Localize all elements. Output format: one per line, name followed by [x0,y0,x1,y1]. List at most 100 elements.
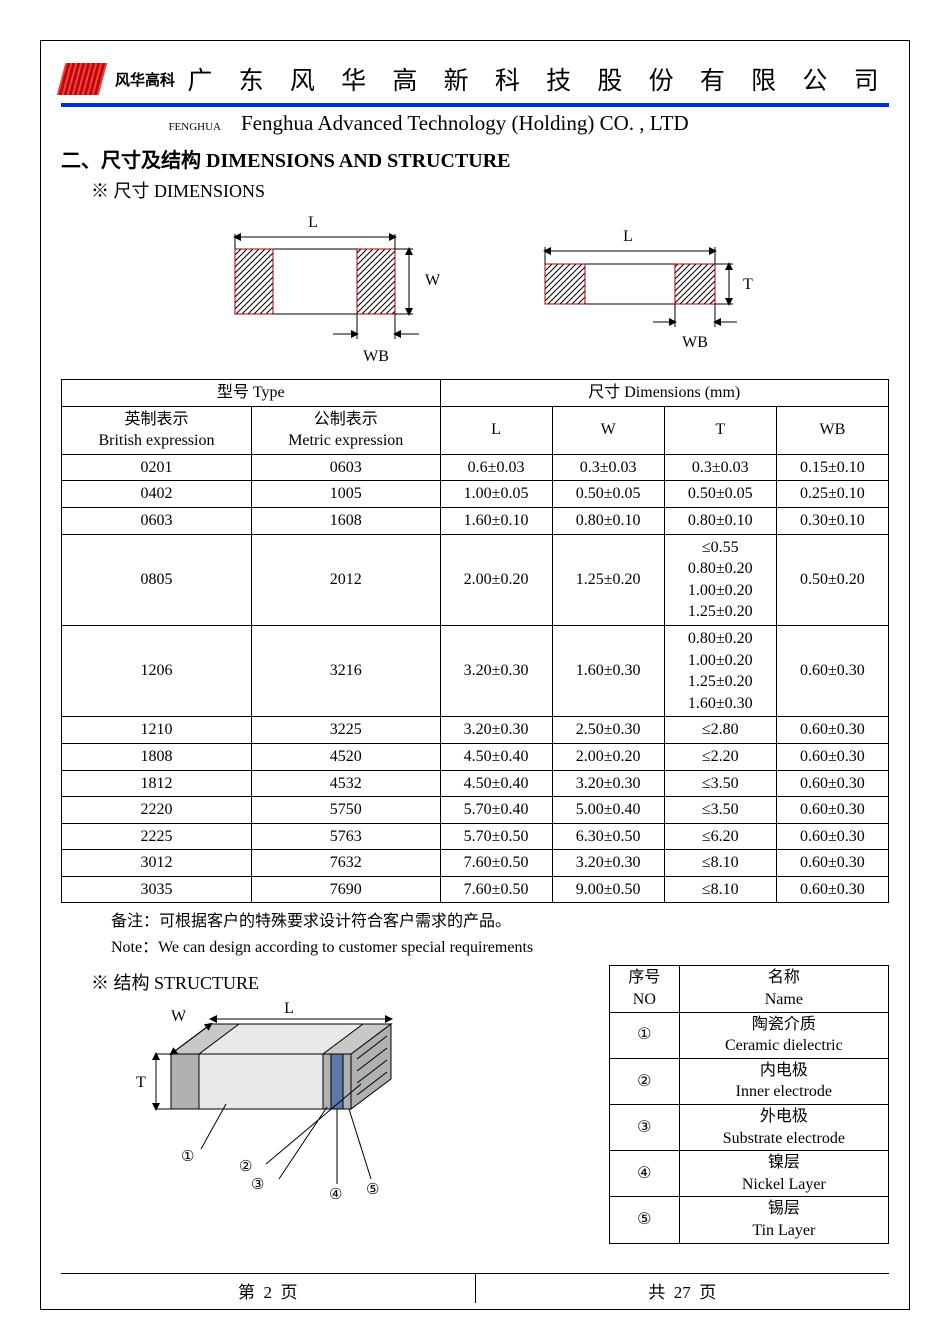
struct-no: ① [610,1012,680,1058]
struct-name: 镍层Nickel Layer [679,1151,888,1197]
dimensions-table: 型号 Type 尺寸 Dimensions (mm) 英制表示British e… [61,379,889,903]
table-cell: 0.6±0.03 [440,454,552,481]
dim-WB-2: WB [682,334,708,351]
table-cell: 4520 [251,743,440,770]
struct-row: ①陶瓷介质Ceramic dielectric [610,1012,889,1058]
table-cell: 0.60±0.30 [776,850,888,877]
table-cell: 0201 [62,454,252,481]
table-cell: 3216 [251,625,440,716]
page: 风华高科 广 东 风 华 高 新 科 技 股 份 有 限 公 司 FENGHUA… [0,0,950,1344]
callout-4: ④ [329,1187,342,1203]
table-cell: 1005 [251,481,440,508]
footer-right: 共 27 页 [476,1274,890,1303]
table-row: 222557635.70±0.506.30±0.50≤6.200.60±0.30 [62,823,889,850]
th-W: W [552,406,664,454]
table-cell: 0.60±0.30 [776,770,888,797]
struct-no: ⑤ [610,1197,680,1243]
table-cell: 0.15±0.10 [776,454,888,481]
table-cell: 0603 [251,454,440,481]
callout-5: ⑤ [366,1182,379,1198]
struct-no: ② [610,1058,680,1104]
dim-W: W [425,272,441,289]
company-title-cn: 广 东 风 华 高 新 科 技 股 份 有 限 公 司 [187,61,889,97]
section-title: 二、尺寸及结构 DIMENSIONS AND STRUCTURE [61,144,889,173]
table-cell: 6.30±0.50 [552,823,664,850]
st-head-name: 名称Name [679,966,888,1012]
table-cell: 0.60±0.30 [776,823,888,850]
table-cell: 3.20±0.30 [440,717,552,744]
th-british: 英制表示British expression [62,406,252,454]
table-cell: 2220 [62,797,252,824]
header: 风华高科 广 东 风 华 高 新 科 技 股 份 有 限 公 司 [61,61,889,107]
table-cell: 3.20±0.30 [552,850,664,877]
table-cell: 2.00±0.20 [440,534,552,625]
table-cell: 0402 [62,481,252,508]
table-cell: 3225 [251,717,440,744]
dimensions-label: ※ 尺寸 DIMENSIONS [91,177,889,203]
table-cell: 7632 [251,850,440,877]
callout-3: ③ [251,1177,264,1193]
table-cell: 3.20±0.30 [552,770,664,797]
table-cell: 0.60±0.30 [776,876,888,903]
table-cell: ≤0.550.80±0.201.00±0.201.25±0.20 [664,534,776,625]
th-WB: WB [776,406,888,454]
table-cell: ≤2.80 [664,717,776,744]
struct-row: ④镍层Nickel Layer [610,1151,889,1197]
table-row: 020106030.6±0.030.3±0.030.3±0.030.15±0.1… [62,454,889,481]
table-cell: 0.3±0.03 [552,454,664,481]
table-cell: ≤3.50 [664,797,776,824]
content-frame: 风华高科 广 东 风 华 高 新 科 技 股 份 有 限 公 司 FENGHUA… [40,40,910,1310]
th-dim: 尺寸 Dimensions (mm) [440,380,889,407]
struct-name: 锡层Tin Layer [679,1197,888,1243]
table-cell: 5.70±0.40 [440,797,552,824]
table-cell: 1.25±0.20 [552,534,664,625]
table-cell: 1.60±0.10 [440,507,552,534]
table-cell: 3.20±0.30 [440,625,552,716]
table-cell: 1206 [62,625,252,716]
table-cell: 3012 [62,850,252,877]
footer-left: 第 2 页 [61,1274,476,1303]
dimension-diagrams: L W WB L [61,209,889,369]
table-cell: 5.00±0.40 [552,797,664,824]
structure-section: ※ 结构 STRUCTURE [61,965,889,1243]
struct-name: 内电极Inner electrode [679,1058,888,1104]
dim-L-2: L [623,228,633,245]
table-cell: 1808 [62,743,252,770]
table-cell: ≤8.10 [664,876,776,903]
table-row: 040210051.00±0.050.50±0.050.50±0.050.25±… [62,481,889,508]
note-en: Note：We can design according to customer… [111,933,889,957]
table-row: 180845204.50±0.402.00±0.20≤2.200.60±0.30 [62,743,889,770]
table-cell: 1608 [251,507,440,534]
table-cell: 5763 [251,823,440,850]
table-row: 222057505.70±0.405.00±0.40≤3.500.60±0.30 [62,797,889,824]
table-cell: 0.80±0.201.00±0.201.25±0.201.60±0.30 [664,625,776,716]
struct-row: ③外电极Substrate electrode [610,1105,889,1151]
struct-no: ③ [610,1105,680,1151]
table-row: 120632163.20±0.301.60±0.300.80±0.201.00±… [62,625,889,716]
table-cell: ≤2.20 [664,743,776,770]
table-cell: 7.60±0.50 [440,876,552,903]
table-cell: 2012 [251,534,440,625]
table-cell: 0.50±0.20 [776,534,888,625]
table-cell: 4.50±0.40 [440,770,552,797]
diagram-side-view: L T WB [505,209,765,369]
table-cell: 1.60±0.30 [552,625,664,716]
table-cell: 0.50±0.05 [552,481,664,508]
table-cell: 1210 [62,717,252,744]
table-cell: 7.60±0.50 [440,850,552,877]
structure-diagram: W L T ① ② ③ ④ [61,999,441,1209]
table-cell: 0.25±0.10 [776,481,888,508]
brand-name-cn: 风华高科 [115,69,175,90]
table-cell: 0.60±0.30 [776,797,888,824]
struct-W: W [171,1008,187,1025]
diagram-top-view: L W WB [185,209,445,369]
th-T: T [664,406,776,454]
table-cell: ≤8.10 [664,850,776,877]
company-logo-icon [57,63,108,95]
table-cell: 1812 [62,770,252,797]
callout-2: ② [239,1159,252,1175]
table-cell: ≤6.20 [664,823,776,850]
table-row: 301276327.60±0.503.20±0.30≤8.100.60±0.30 [62,850,889,877]
struct-row: ②内电极Inner electrode [610,1058,889,1104]
th-metric: 公制表示Metric expression [251,406,440,454]
